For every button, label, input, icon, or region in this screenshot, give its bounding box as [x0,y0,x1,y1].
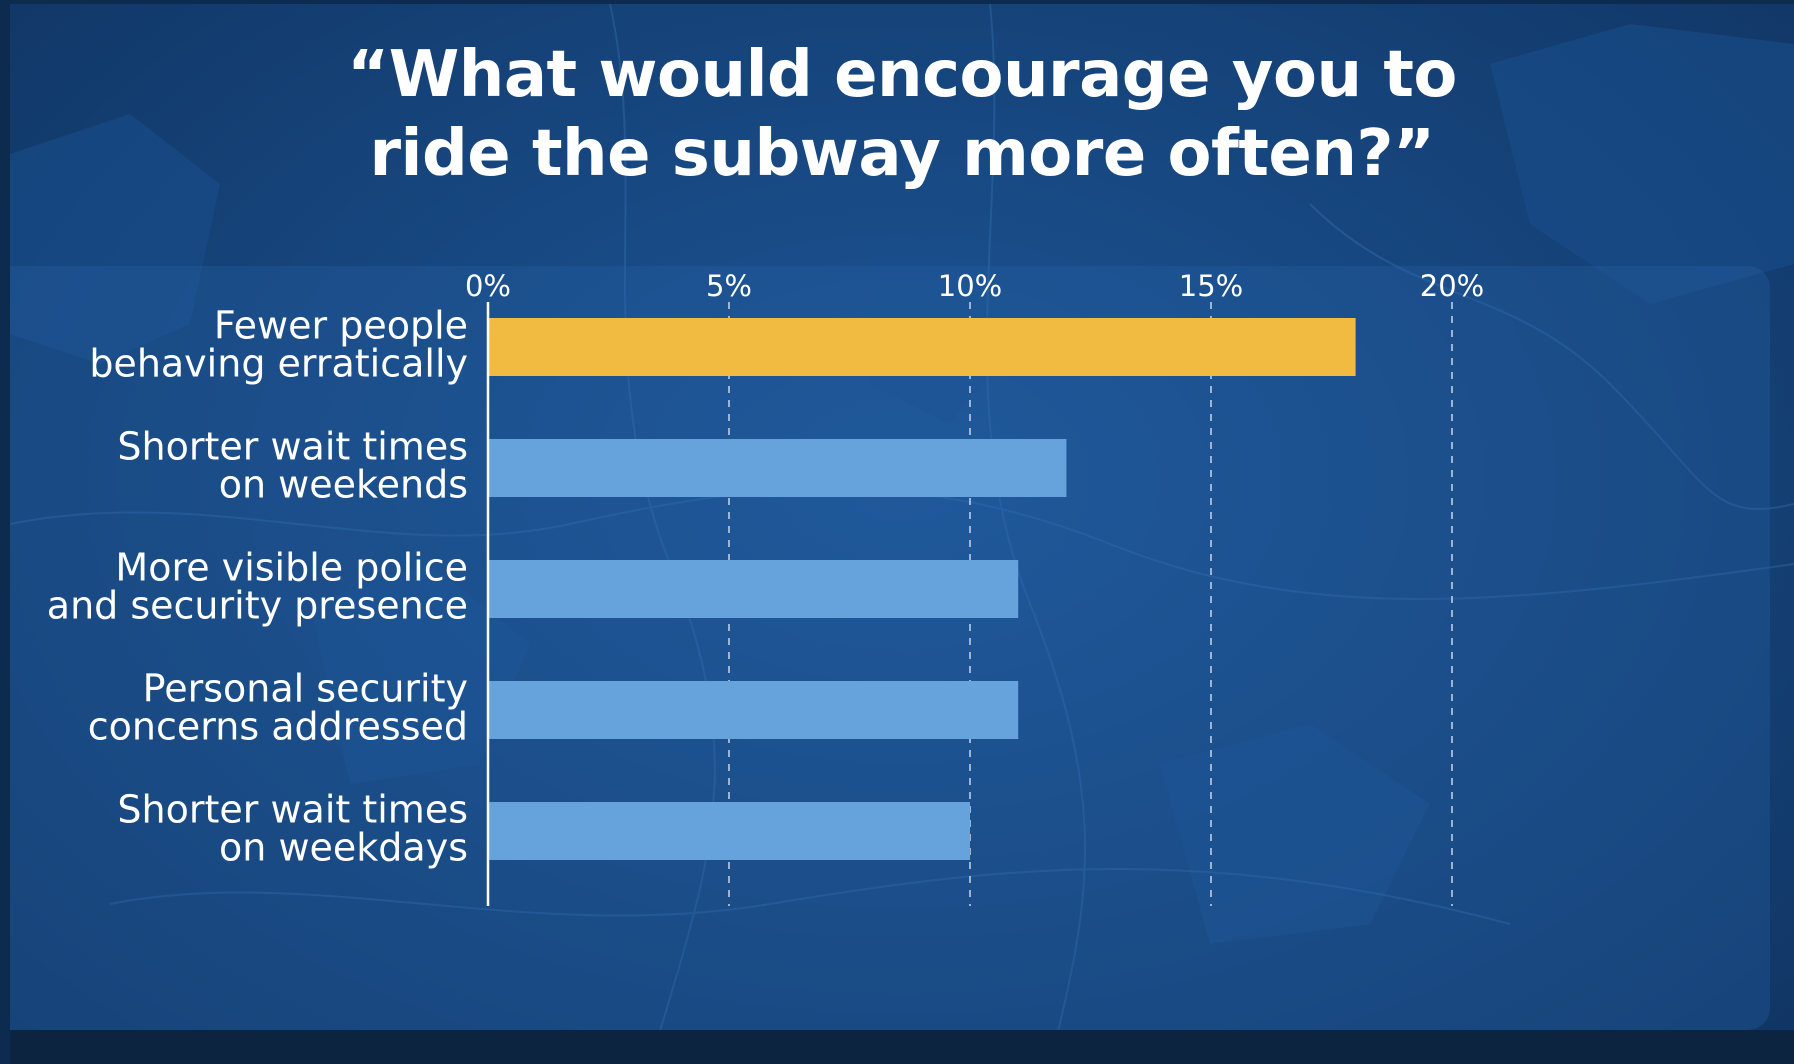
category-label-line: More visible police [115,546,468,590]
x-tick-label: 0% [465,269,511,303]
chart-title: “What would encourage you to ride the su… [347,38,1457,191]
x-tick-label: 15% [1179,269,1243,303]
x-tick-label: 20% [1420,269,1484,303]
bar [488,439,1067,497]
category-label: Shorter wait times on weekends [117,425,468,507]
category-label-line: behaving erratically [89,342,468,386]
category-label: More visible police and security presence [47,546,468,628]
bar [488,802,970,860]
bar-highlighted [488,318,1356,376]
category-label-line: Personal security [143,667,468,711]
category-label-line: concerns addressed [88,705,468,749]
category-label-line: on weekends [219,463,468,507]
background-map [10,4,1794,1064]
bar-chart: 0% 5% 10% 15% 20% Fewer people behaving errat… [47,269,1484,906]
category-label: Personal security concerns addressed [88,667,468,749]
category-label: Fewer people behaving erratically [89,304,468,386]
bottom-strip [10,1030,1794,1064]
category-label-line: Shorter wait times [117,425,468,469]
bar [488,560,1019,618]
category-label-line: on weekdays [219,826,468,870]
slide: “What would encourage you to ride the su… [10,4,1794,1064]
category-label-line: Fewer people [214,304,468,348]
category-label-line: Shorter wait times [117,788,468,832]
chart-panel: 0% 5% 10% 15% 20% Fewer people behaving errat… [10,266,1770,1030]
category-label-line: and security presence [47,584,468,628]
bar [488,681,1019,739]
x-tick-label: 5% [706,269,752,303]
x-tick-label: 10% [938,269,1002,303]
category-label: Shorter wait times on weekdays [117,788,468,870]
